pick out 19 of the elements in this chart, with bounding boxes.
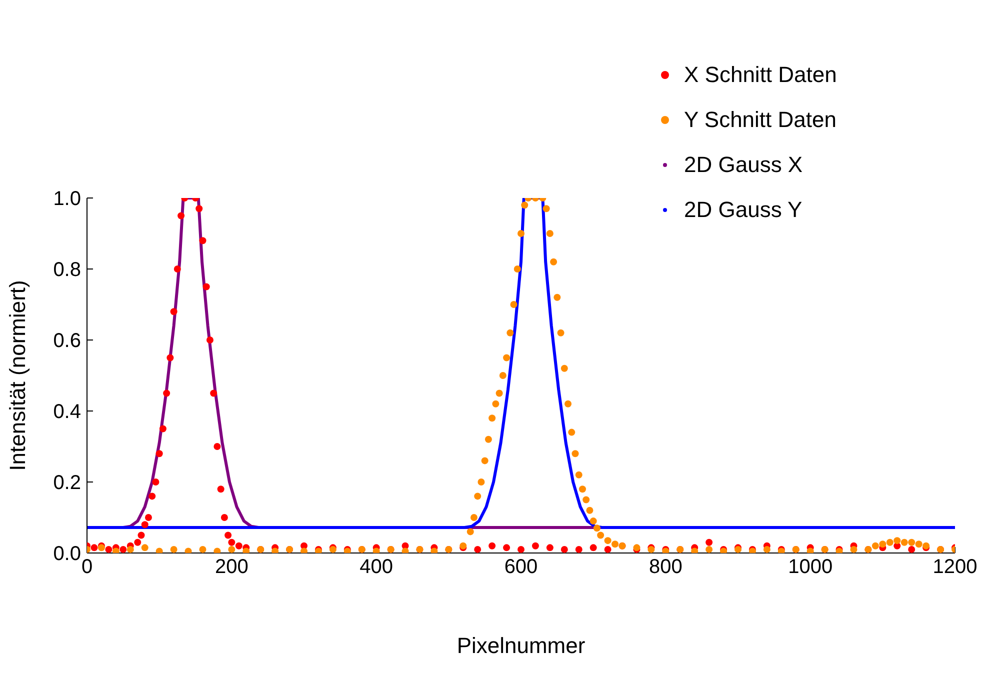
y-tick-label: 0.2	[53, 472, 81, 494]
y-tick-label: 0.0	[53, 543, 81, 566]
legend-label: Y Schnitt Daten	[684, 106, 836, 132]
x-tick-label: 200	[214, 556, 248, 578]
x-tick-label: 1200	[932, 556, 978, 578]
legend-label: X Schnitt Daten	[684, 62, 837, 88]
y-tick-label: 1.0	[53, 188, 81, 210]
x-axis-title: Pixelnummer	[456, 633, 586, 658]
y-axis-title: Intensität (normiert)	[4, 280, 30, 471]
x-tick-label: 1000	[788, 556, 833, 578]
x-tick-label: 0	[81, 556, 93, 578]
y-tick-label: 0.6	[53, 330, 81, 352]
y-tick-label: 0.4	[53, 401, 81, 424]
x-tick-label: 600	[504, 556, 538, 578]
legend-label: 2D Gauss X	[684, 152, 803, 178]
legend-label: 2D Gauss Y	[684, 196, 802, 222]
x-tick-label: 400	[360, 556, 394, 578]
x-tick-label: 800	[648, 556, 682, 578]
y-tick-label: 0.8	[53, 259, 81, 282]
